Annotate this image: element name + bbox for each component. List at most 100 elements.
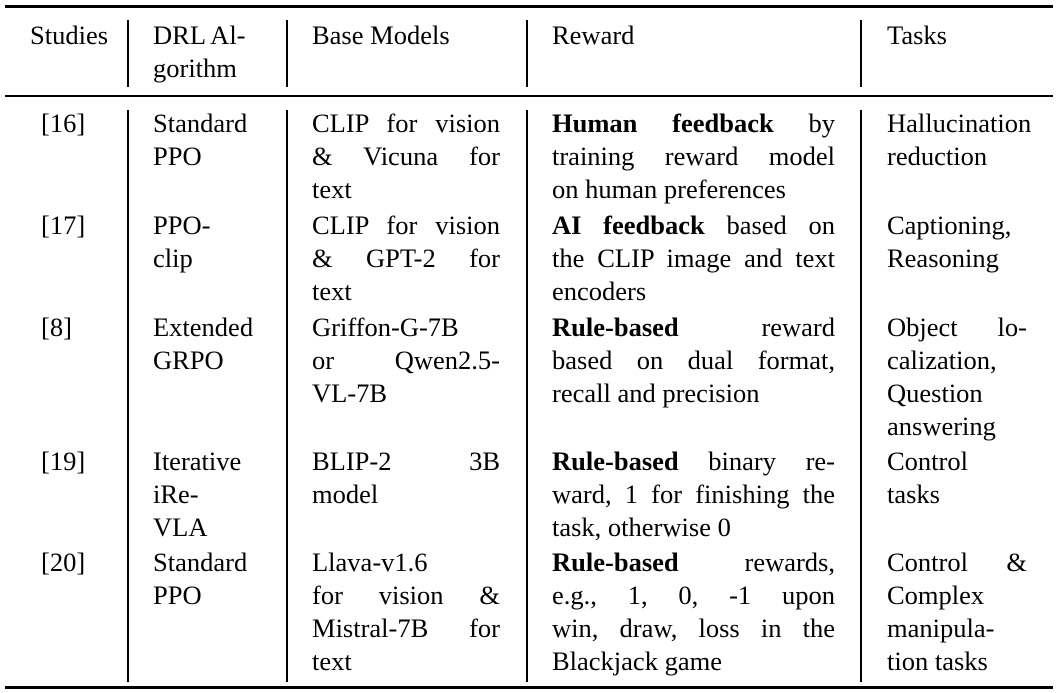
- cell-line: tion tasks: [887, 646, 988, 676]
- cell-line: Mistral-7B for: [312, 613, 500, 643]
- cell-line: based on dual format,: [552, 344, 835, 377]
- cell-base-models: BLIP-2 3B model: [312, 445, 500, 511]
- cell-line: for vision &: [312, 580, 500, 610]
- cell-line: tasks: [887, 479, 940, 509]
- cell-line: & Vicuna for: [312, 141, 500, 171]
- cell-line: e.g., 1, 0, -1 upon: [552, 579, 835, 612]
- cell-line: Control: [887, 446, 968, 476]
- reward-text: based on dual format,: [552, 345, 835, 375]
- cell-line: PPO: [153, 141, 202, 171]
- cell-tasks: Control tasks: [887, 445, 1027, 511]
- cell-line: model: [312, 479, 379, 509]
- header-algorithm-line: gorithm: [153, 53, 237, 83]
- reward-text: the CLIP image and text: [552, 243, 835, 273]
- reward-text: e.g., 1, 0, -1 upon: [552, 580, 835, 610]
- cell-line: Standard: [153, 108, 248, 138]
- cell-line: encoders: [552, 275, 835, 308]
- cell-study: [19]: [41, 446, 86, 476]
- reward-text: on human preferences: [552, 174, 786, 204]
- cell-line: calization,: [887, 345, 997, 375]
- reward-text: task, otherwise 0: [552, 512, 731, 542]
- body-divider: [127, 110, 129, 682]
- cell-base-models: Llava-v1.6 for vision & Mistral-7B for text: [312, 546, 500, 678]
- header-tasks: Tasks: [887, 20, 947, 50]
- cell-reward: Rule-based binary re-ward, 1 for finishi…: [552, 445, 835, 544]
- cell-line: manipula-: [887, 613, 995, 643]
- cell-algorithm: Standard PPO: [153, 107, 273, 173]
- cell-line: task, otherwise 0: [552, 511, 835, 544]
- cell-tasks: Captioning, Reasoning: [887, 209, 1027, 275]
- cell-reward: AI feedback based on the CLIP image and t…: [552, 209, 835, 308]
- cell-base-models: CLIP for vision & Vicuna for text: [312, 107, 500, 206]
- header-rule: [5, 95, 1053, 97]
- cell-line: Llava-v1.6: [312, 547, 428, 577]
- header-divider: [860, 20, 862, 87]
- cell-line: VLA: [153, 512, 208, 542]
- cell-reward: Human feedback by training reward model on…: [552, 107, 835, 206]
- cell-line: the CLIP image and text: [552, 242, 835, 275]
- cell-base-models: Griffon-G-7B or Qwen2.5- VL-7B: [312, 311, 500, 410]
- cell-line: Question: [887, 378, 983, 408]
- cell-tasks: Object lo-calization, Question answering: [887, 311, 1027, 443]
- cell-line: CLIP for vision: [312, 108, 500, 138]
- reward-type: Human feedback: [552, 108, 774, 138]
- reward-text: Blackjack game: [552, 646, 722, 676]
- bottom-rule: [5, 686, 1053, 689]
- cell-line: Hallucination: [887, 108, 1032, 138]
- header-base-models: Base Models: [312, 20, 450, 50]
- header-algorithm: DRL Al- gorithm: [153, 19, 246, 85]
- cell-line: reduction: [887, 141, 988, 171]
- cell-line: Rule-based reward: [552, 311, 835, 344]
- cell-tasks: Control & Complex manipula-tion tasks: [887, 546, 1027, 678]
- cell-line: Standard: [153, 547, 248, 577]
- cell-line: BLIP-2 3B: [312, 446, 500, 476]
- cell-line: Extended: [153, 312, 254, 342]
- reward-type: AI feedback: [552, 210, 705, 240]
- reward-type: Rule-based: [552, 446, 679, 476]
- cell-line: Human feedback by: [552, 107, 835, 140]
- cell-line: iRe-: [153, 479, 199, 509]
- reward-text: ward, 1 for finishing the: [552, 479, 835, 509]
- cell-line: Griffon-G-7B: [312, 312, 459, 342]
- cell-base-models: CLIP for vision & GPT-2 for text: [312, 209, 500, 308]
- cell-algorithm: Extended GRPO: [153, 311, 273, 377]
- body-divider: [526, 110, 528, 682]
- cell-line: GRPO: [153, 345, 224, 375]
- cell-line: PPO-: [153, 210, 211, 240]
- cell-algorithm: Standard PPO: [153, 546, 273, 612]
- cell-line: text: [312, 276, 352, 306]
- cell-line: Rule-based binary re-: [552, 445, 835, 478]
- cell-line: win, draw, loss in the: [552, 612, 835, 645]
- reward-text: win, draw, loss in the: [552, 613, 835, 643]
- cell-line: Reasoning: [887, 243, 999, 273]
- reward-text: training reward model: [552, 141, 835, 171]
- header-reward: Reward: [552, 20, 635, 50]
- cell-study: [16]: [41, 108, 86, 138]
- cell-line: ward, 1 for finishing the: [552, 478, 835, 511]
- body-divider: [286, 110, 288, 682]
- reward-type: Rule-based: [552, 547, 679, 577]
- reward-text: reward: [678, 312, 835, 342]
- header-divider: [127, 20, 129, 87]
- cell-line: Object lo-: [887, 312, 1027, 342]
- cell-line: CLIP for vision: [312, 210, 500, 240]
- cell-reward: Rule-based rewards, e.g., 1, 0, -1 upon wi…: [552, 546, 835, 678]
- cell-tasks: Hallucination reduction: [887, 107, 1032, 173]
- cell-study: [17]: [41, 210, 86, 240]
- body-divider: [860, 110, 862, 682]
- reward-type: Rule-based: [552, 312, 679, 342]
- cell-line: Blackjack game: [552, 645, 835, 678]
- cell-study: [20]: [41, 547, 86, 577]
- cell-reward: Rule-based reward based on dual format, re…: [552, 311, 835, 410]
- cell-line: & GPT-2 for: [312, 243, 500, 273]
- cell-line: Iterative: [153, 446, 242, 476]
- reward-text: encoders: [552, 276, 647, 306]
- cell-study: [8]: [41, 312, 72, 342]
- cell-line: VL-7B: [312, 378, 388, 408]
- cell-line: recall and precision: [552, 377, 835, 410]
- cell-line: text: [312, 174, 352, 204]
- header-divider: [286, 20, 288, 87]
- cell-algorithm: Iterative iRe- VLA: [153, 445, 273, 544]
- header-studies: Studies: [30, 20, 109, 50]
- cell-line: Captioning,: [887, 210, 1012, 240]
